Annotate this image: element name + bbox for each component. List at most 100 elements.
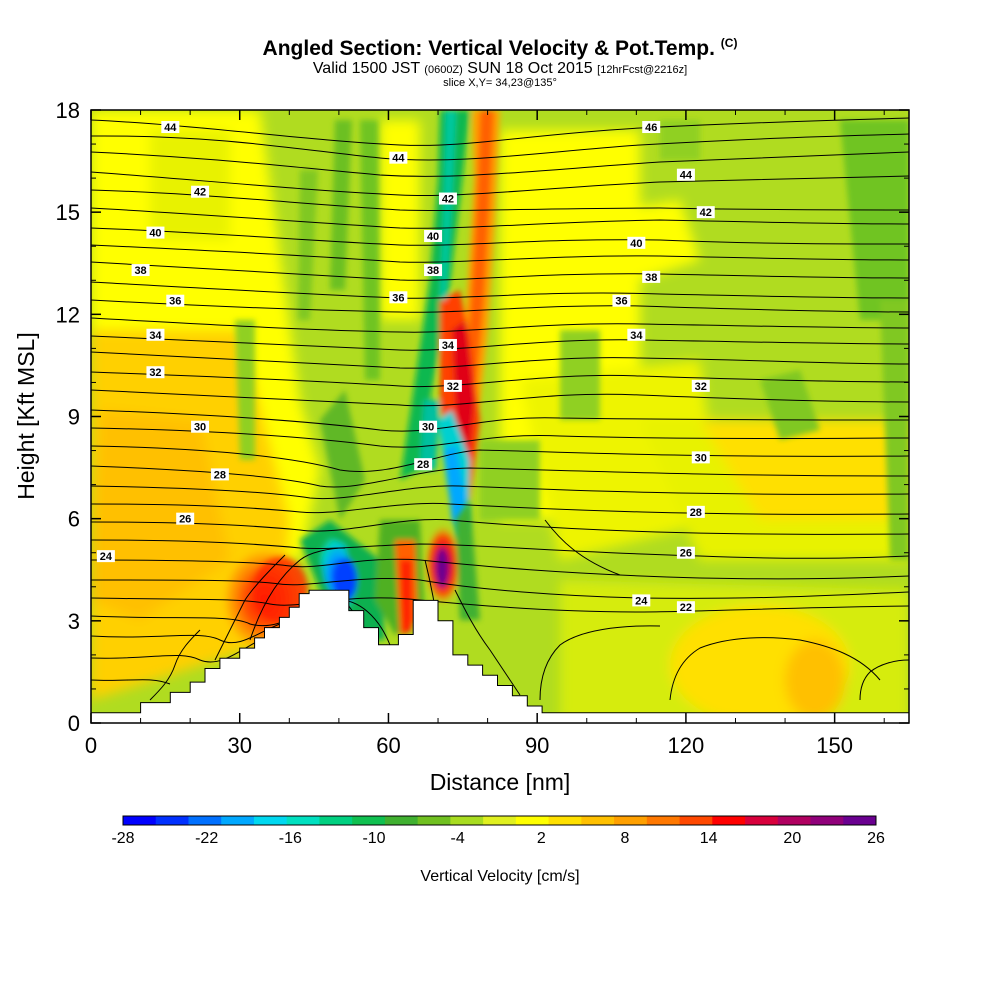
colorbar-swatch: [123, 816, 157, 825]
colorbar-title: Vertical Velocity [cm/s]: [420, 868, 579, 885]
y-tick-label: 0: [68, 711, 80, 736]
isentrope-label: 44: [389, 151, 408, 165]
colorbar-swatch: [450, 816, 484, 825]
isentrope-label-text: 30: [695, 452, 707, 464]
isentrope-label-text: 40: [149, 228, 161, 240]
isentrope-label: 34: [627, 328, 646, 342]
isentrope-label-text: 42: [700, 207, 712, 219]
x-axis-title: Distance [nm]: [430, 769, 571, 795]
isentrope-labels: 22 24 24 26 26 28 28 28 30 30 30 32 32 32 34 34 34 36 36 36…: [96, 121, 715, 614]
isentrope-label-text: 32: [447, 381, 459, 393]
isentrope-label-box: [146, 328, 165, 341]
isentrope-label-box: [389, 291, 408, 304]
colorbar-swatch: [188, 816, 222, 825]
isentrope-label-box: [696, 206, 715, 219]
isentrope-label: 42: [438, 192, 457, 206]
isentrope-label-text: 44: [680, 170, 693, 182]
isentrope-label: 30: [691, 451, 710, 464]
isentrope-label-box: [443, 379, 462, 392]
y-tick-label: 3: [68, 609, 80, 634]
colorbar-swatch: [777, 816, 812, 825]
isentrope-label-text: 42: [442, 194, 454, 206]
isentrope-label-text: 34: [442, 340, 455, 352]
colorbar-tick-label: 20: [783, 830, 801, 847]
chart-title: Angled Section: Vertical Velocity & Pot.…: [0, 36, 1000, 61]
isentrope-label-box: [627, 328, 646, 341]
colorbar-swatch: [745, 816, 779, 825]
colorbar-swatch: [286, 816, 320, 825]
isentrope-label-box: [612, 294, 631, 307]
x-tick-label: 120: [668, 733, 705, 758]
slice-info: slice X,Y= 34,23@135°: [443, 77, 557, 89]
isentrope-label: 24: [96, 550, 115, 563]
isentrope-label-box: [691, 451, 710, 464]
isentrope-label-box: [191, 420, 210, 433]
colorbar-tick-label: 8: [621, 830, 630, 847]
isentrope-label: 40: [627, 236, 646, 250]
isentrope-label-box: [424, 264, 443, 277]
colorbar-swatch: [352, 816, 386, 825]
colorbar-tick-label: -22: [195, 830, 218, 847]
isentrope-label: 26: [676, 546, 695, 560]
isentrope-label-box: [146, 366, 165, 379]
y-axis-title: Height [Kft MSL]: [13, 332, 39, 499]
y-tick-label: 9: [68, 405, 80, 430]
isentrope-label: 30: [419, 420, 438, 434]
isentrope-label-box: [632, 594, 651, 607]
forecast-info: [12hrFcst@2216z]: [597, 64, 688, 76]
isentrope-label-box: [438, 192, 457, 205]
y-tick-label: 15: [56, 200, 80, 225]
isentrope-label: 32: [443, 379, 462, 393]
isentrope-label-text: 30: [422, 422, 434, 434]
isentrope-label-text: 26: [680, 548, 692, 560]
title-unit: (C): [720, 36, 738, 50]
isentrope-label-box: [161, 121, 180, 134]
colorbar-swatch: [614, 816, 648, 825]
isentrope-label: 26: [176, 512, 195, 526]
y-tick-label: 12: [56, 302, 80, 327]
isentrope-label-text: 32: [149, 367, 161, 379]
isentrope-label: 22: [676, 601, 695, 614]
x-tick-label: 30: [227, 733, 251, 758]
isentrope-label-box: [131, 264, 150, 277]
isentrope-label-box: [166, 294, 185, 307]
colorbar-swatch: [221, 816, 255, 825]
isentrope-label-text: 38: [645, 272, 657, 284]
isentrope-label: 24: [632, 594, 651, 607]
isentrope-label-text: 38: [427, 265, 439, 277]
isentrope-label-text: 36: [615, 296, 627, 308]
valid-utc: (0600Z): [424, 64, 463, 76]
colorbar-swatch: [253, 816, 288, 825]
colorbar-tick-label: 14: [700, 830, 718, 847]
isentrope-label: 42: [191, 185, 210, 199]
isentrope-label-box: [389, 151, 408, 164]
isentrope-label-text: 22: [680, 602, 692, 614]
isentrope-label-text: 36: [392, 292, 404, 304]
colorbar-swatch: [417, 816, 451, 825]
isentrope-label: 34: [146, 328, 165, 342]
colorbar-swatch: [548, 816, 582, 825]
isentrope-label-text: 44: [164, 122, 177, 134]
isentrope-label-text: 24: [635, 595, 648, 607]
colorbar-swatch: [319, 816, 353, 825]
isentrope-label-box: [676, 601, 695, 614]
isentrope-label-box: [627, 236, 646, 249]
isentrope-label: 32: [146, 366, 165, 379]
isentrope-label-box: [419, 420, 438, 433]
isentrope-label: 46: [642, 121, 661, 134]
isentrope-label: 28: [210, 468, 229, 481]
isentrope-label-box: [210, 468, 229, 481]
colorbar-swatch: [712, 816, 746, 825]
isentrope-label-text: 34: [149, 330, 162, 342]
isentrope-label-box: [686, 505, 705, 518]
isentrope-label-text: 24: [100, 551, 113, 563]
colorbar-swatch: [679, 816, 713, 825]
isentrope-label-text: 34: [630, 330, 643, 342]
isentrope-label: 36: [389, 291, 408, 304]
vertical-velocity-field: [91, 110, 909, 723]
isentrope-label-box: [146, 226, 165, 239]
isentrope-label-text: 26: [179, 514, 191, 526]
isentrope-label-box: [691, 379, 710, 392]
